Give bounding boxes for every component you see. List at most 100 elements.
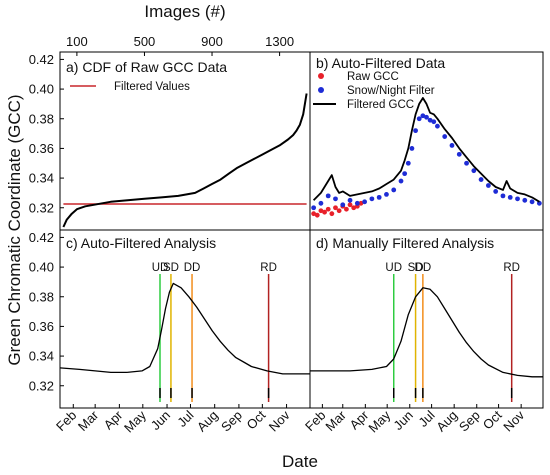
snow-night-point [456,151,462,157]
month-tick-label-c: Feb [53,408,79,434]
raw-gcc-point [351,205,357,211]
snow-night-point [347,197,353,203]
month-tick-label-c: Sep [218,408,245,435]
panel-b-frame [309,51,544,231]
raw-gcc-point [311,211,317,217]
panel-d-title: d) Manually Filtered Analysis [316,235,494,251]
snow-night-point [515,196,520,202]
month-tick-label-c: Jul [174,407,196,429]
panel-c-frame [59,229,311,409]
legend-marker-raw-gcc [318,73,324,79]
month-tick-label-d: Nov [500,407,527,434]
panel-a-title: a) CDF of Raw GCC Data [66,59,227,75]
month-tick-label-d: May [365,407,393,435]
cdf-raw-gcc-line [62,93,308,228]
snow-night-point [362,199,368,205]
y-tick-label-c: 0.42 [29,230,54,245]
raw-gcc-point [325,206,331,212]
month-tick-label-d: Sep [456,408,483,435]
event-label-ud: UD [385,262,402,274]
gcc-fit-line-d [310,287,543,378]
panel-d-frame [309,229,544,409]
legend-label-filtered-gcc: Filtered GCC [347,99,414,111]
snow-night-point [464,160,469,166]
snow-night-point [478,177,484,182]
y-tick-label-a: 0.34 [29,171,54,186]
snow-night-point [431,119,437,125]
raw-gcc-point [336,208,342,214]
snow-night-point [420,113,426,119]
y-tick-label-c: 0.36 [29,319,54,334]
image-tick-label: 500 [134,34,156,49]
month-tick-label-c: Apr [101,407,126,432]
raw-gcc-point [347,202,353,208]
raw-gcc-point [314,212,320,218]
snow-night-point [442,134,448,139]
legend-marker-snow-night [318,87,324,93]
snow-night-point [507,194,513,200]
snow-night-point [318,200,324,206]
snow-night-point [424,114,429,120]
month-tick-label-c: Nov [266,407,293,434]
image-tick-label: 900 [201,34,223,49]
raw-gcc-point [333,205,338,211]
image-tick-label: 100 [66,34,88,49]
event-label-dd: DD [415,262,432,274]
snow-night-point [325,193,331,199]
snow-night-point [413,128,418,134]
month-tick-label-d: Jun [390,408,415,433]
month-tick-label-d: Jul [415,407,437,429]
raw-gcc-point [329,211,335,217]
snow-night-point [500,193,506,199]
snow-night-point [485,183,491,188]
snow-night-point [354,200,360,206]
snow-night-point [340,202,346,208]
y-tick-label-a: 0.42 [29,52,54,67]
month-tick-label-d: Mar [322,407,349,434]
event-label-sd: SD [408,262,424,274]
month-tick-label-c: Aug [194,408,221,435]
snow-night-point [311,205,317,211]
raw-gcc-point [344,206,349,212]
legend-label-filtered-values: Filtered Values [114,81,190,93]
y-tick-label-c: 0.40 [29,260,54,275]
legend-label-snow-night: Snow/Night Filter [347,85,435,97]
snow-night-point [376,194,382,200]
y-tick-label-a: 0.36 [29,141,54,156]
month-tick-label-c: May [121,407,149,435]
snow-night-point [493,189,499,194]
snow-night-point [402,171,408,177]
y-tick-label-c: 0.32 [29,378,54,393]
snow-night-point [409,146,415,151]
snow-night-point [416,116,422,122]
snow-night-point [449,143,455,148]
top-axis-label: Images (#) [144,2,225,21]
y-tick-label-a: 0.32 [29,200,54,215]
month-tick-label-c: Oct [244,407,269,432]
event-label-ud: UD [152,262,169,274]
month-tick-label-d: Aug [433,408,460,435]
event-label-rd: RD [503,262,520,274]
y-axis-label: Green Chromatic Coordinate (GCC) [5,94,24,365]
y-tick-label-a: 0.38 [29,111,54,126]
snow-night-point [529,199,535,205]
y-tick-label-c: 0.34 [29,349,54,364]
month-tick-label-c: Mar [75,407,102,434]
event-label-rd: RD [260,262,277,274]
snow-night-point [333,196,338,202]
snow-night-point [384,192,389,197]
panel-c-title: c) Auto-Filtered Analysis [66,235,216,251]
raw-gcc-point [322,209,327,215]
image-tick-label: 1300 [265,34,294,49]
month-tick-label-c: Jun [148,408,173,433]
month-tick-label-d: Oct [480,407,505,432]
snow-night-point [405,160,411,166]
legend-label-raw-gcc: Raw GCC [347,71,399,83]
event-label-sd: SD [163,262,179,274]
event-label-dd: DD [184,262,201,274]
snow-night-point [391,187,397,193]
snow-night-point [522,197,528,203]
raw-gcc-point [358,200,364,206]
